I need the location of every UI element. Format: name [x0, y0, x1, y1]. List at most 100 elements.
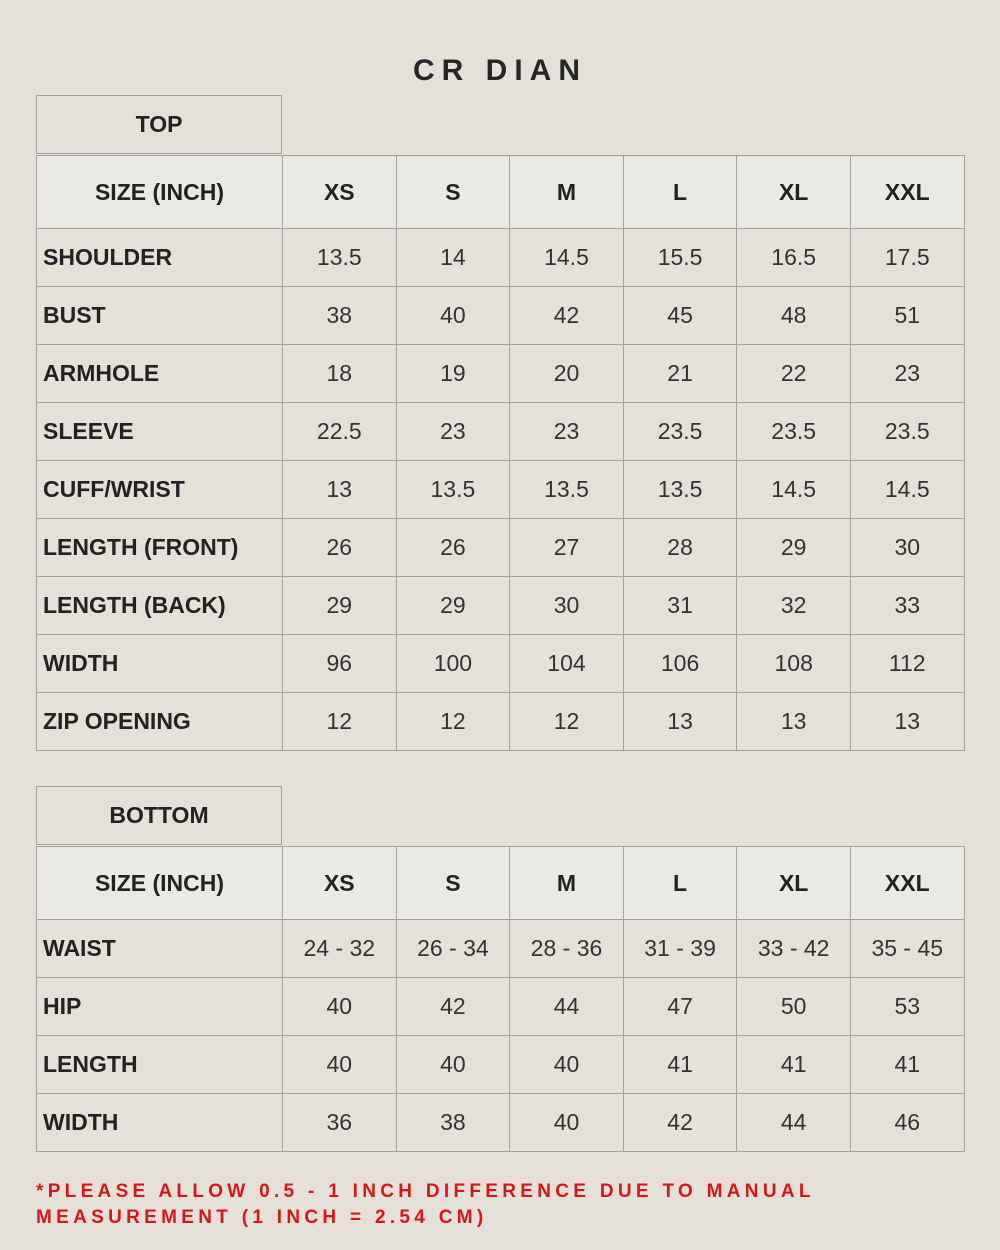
header-row: SIZE (INCH) XS S M L XL XXL — [36, 846, 965, 920]
row-label: LENGTH (BACK) — [36, 576, 283, 635]
row-label: WAIST — [36, 919, 283, 978]
row-label: SHOULDER — [36, 228, 283, 287]
cell-value: 12 — [282, 692, 397, 751]
row-label: SIZE (INCH) — [36, 846, 283, 920]
note-line-1: *PLEASE ALLOW 0.5 - 1 INCH DIFFERENCE DU… — [36, 1181, 815, 1202]
cell-value: 33 - 42 — [736, 919, 851, 978]
row-label: BUST — [36, 286, 283, 345]
cell-value: 29 — [736, 518, 851, 577]
cell-value: XXL — [849, 155, 965, 229]
row-label: WIDTH — [36, 1093, 283, 1152]
cell-value: 18 — [282, 344, 397, 403]
cell-value: 30 — [849, 518, 965, 577]
cell-value: 45 — [622, 286, 738, 345]
cell-value: 31 — [622, 576, 738, 635]
cell-value: 23.5 — [849, 402, 965, 461]
cell-value: 33 — [849, 576, 965, 635]
cell-value: 19 — [395, 344, 511, 403]
cell-value: 16.5 — [736, 228, 851, 287]
cell-value: 23 — [849, 344, 965, 403]
top-size-table: SIZE (INCH) XS S M L XL XXL SHOULDER 13.5 14 14.5 1… — [36, 155, 965, 751]
cell-value: 23 — [395, 402, 511, 461]
cell-value: XL — [736, 846, 851, 920]
table-row: WIDTH 36 38 40 42 44 46 — [36, 1093, 965, 1152]
cell-value: 26 — [395, 518, 511, 577]
cell-value: L — [622, 155, 738, 229]
cell-value: 12 — [395, 692, 511, 751]
cell-value: 13.5 — [509, 460, 624, 519]
cell-value: 38 — [282, 286, 397, 345]
table-row: SHOULDER 13.5 14 14.5 15.5 16.5 17.5 — [36, 228, 965, 287]
cell-value: L — [622, 846, 738, 920]
cell-value: 46 — [849, 1093, 965, 1152]
cell-value: 112 — [849, 634, 965, 693]
cell-value: 13 — [736, 692, 851, 751]
table-row: CUFF/WRIST 13 13.5 13.5 13.5 14.5 14.5 — [36, 460, 965, 519]
cell-value: 26 — [282, 518, 397, 577]
cell-value: 17.5 — [849, 228, 965, 287]
cell-value: 13.5 — [622, 460, 738, 519]
row-label: ZIP OPENING — [36, 692, 283, 751]
cell-value: 50 — [736, 977, 851, 1036]
cell-value: XXL — [849, 846, 965, 920]
cell-value: 21 — [622, 344, 738, 403]
cell-value: 27 — [509, 518, 624, 577]
cell-value: 29 — [395, 576, 511, 635]
bottom-section-label: BOTTOM — [36, 786, 282, 845]
note-line-2: MEASUREMENT (1 INCH = 2.54 CM) — [36, 1207, 488, 1228]
cell-value: 42 — [395, 977, 511, 1036]
cell-value: 40 — [282, 1035, 397, 1094]
cell-value: XS — [282, 846, 397, 920]
cell-value: 13 — [622, 692, 738, 751]
cell-value: 40 — [395, 286, 511, 345]
table-row: WAIST 24 - 32 26 - 34 28 - 36 31 - 39 33 - 42… — [36, 919, 965, 978]
cell-value: 106 — [622, 634, 738, 693]
cell-value: XS — [282, 155, 397, 229]
cell-value: 41 — [736, 1035, 851, 1094]
cell-value: 40 — [395, 1035, 511, 1094]
cell-value: 36 — [282, 1093, 397, 1152]
row-label: WIDTH — [36, 634, 283, 693]
cell-value: 40 — [509, 1035, 624, 1094]
cell-value: 42 — [509, 286, 624, 345]
cell-value: 12 — [509, 692, 624, 751]
cell-value: 28 — [622, 518, 738, 577]
table-row: WIDTH 96 100 104 106 108 112 — [36, 634, 965, 693]
cell-value: 14.5 — [849, 460, 965, 519]
cell-value: 44 — [736, 1093, 851, 1152]
cell-value: 96 — [282, 634, 397, 693]
row-label: HIP — [36, 977, 283, 1036]
cell-value: S — [395, 846, 511, 920]
cell-value: 26 - 34 — [395, 919, 511, 978]
cell-value: 53 — [849, 977, 965, 1036]
cell-value: 14.5 — [509, 228, 624, 287]
table-row: LENGTH (FRONT) 26 26 27 28 29 30 — [36, 518, 965, 577]
row-label: ARMHOLE — [36, 344, 283, 403]
cell-value: 100 — [395, 634, 511, 693]
table-row: BUST 38 40 42 45 48 51 — [36, 286, 965, 345]
table-row: HIP 40 42 44 47 50 53 — [36, 977, 965, 1036]
header-row: SIZE (INCH) XS S M L XL XXL — [36, 155, 965, 229]
row-label: LENGTH — [36, 1035, 283, 1094]
cell-value: 35 - 45 — [849, 919, 965, 978]
cell-value: 108 — [736, 634, 851, 693]
cell-value: 23.5 — [736, 402, 851, 461]
cell-value: 47 — [622, 977, 738, 1036]
measurement-note: *PLEASE ALLOW 0.5 - 1 INCH DIFFERENCE DU… — [36, 1179, 815, 1231]
cell-value: 22 — [736, 344, 851, 403]
cell-value: 51 — [849, 286, 965, 345]
cell-value: M — [509, 846, 624, 920]
cell-value: 13.5 — [395, 460, 511, 519]
cell-value: 44 — [509, 977, 624, 1036]
cell-value: 24 - 32 — [282, 919, 397, 978]
cell-value: 40 — [282, 977, 397, 1036]
brand-title: CR DIAN — [413, 54, 587, 87]
cell-value: 28 - 36 — [509, 919, 624, 978]
cell-value: 14 — [395, 228, 511, 287]
table-row: ARMHOLE 18 19 20 21 22 23 — [36, 344, 965, 403]
row-label: CUFF/WRIST — [36, 460, 283, 519]
cell-value: 13 — [282, 460, 397, 519]
cell-value: 104 — [509, 634, 624, 693]
cell-value: XL — [736, 155, 851, 229]
cell-value: 29 — [282, 576, 397, 635]
